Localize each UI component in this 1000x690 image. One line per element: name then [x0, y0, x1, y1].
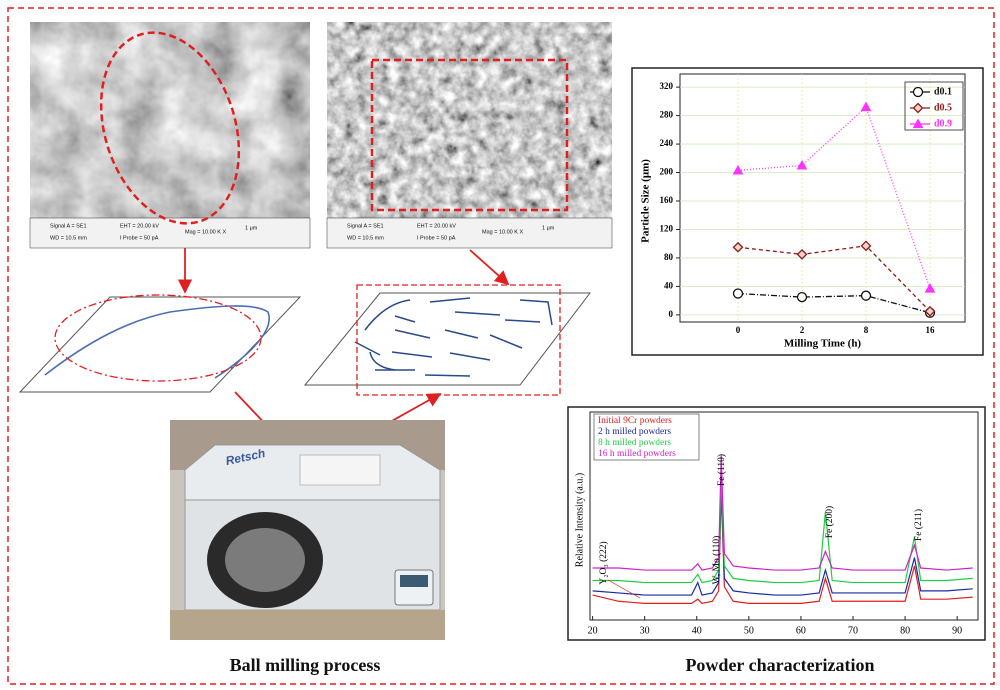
- legend-label: Initial 9Cr powders: [598, 416, 672, 426]
- x-tick-label: 80: [900, 625, 910, 636]
- legend-label: 2 h milled powders: [598, 427, 671, 437]
- figure: Retsch Ball milling process Powder chara…: [0, 0, 1000, 690]
- data-point: [862, 291, 871, 300]
- peak-label: W, Mo (110): [711, 536, 722, 585]
- x-tick-label: 8: [864, 325, 869, 335]
- sem-info: Signal A = SE1: [50, 223, 87, 229]
- y-tick-label: 80: [664, 252, 674, 262]
- x-tick-label: 0: [736, 325, 741, 335]
- x-tick-label: 90: [952, 625, 962, 636]
- x-tick-label: 20: [588, 625, 598, 636]
- x-tick-label: 40: [692, 625, 702, 636]
- x-tick-label: 30: [640, 625, 650, 636]
- ball-mill-photo: Retsch: [170, 420, 445, 640]
- caption: Ball milling process: [230, 655, 381, 675]
- sem-info: I Probe = 50 pA: [120, 235, 159, 241]
- sem-image: [327, 22, 612, 248]
- x-tick-label: 2: [800, 325, 805, 335]
- peak-label: Y₂O₃ (222): [598, 541, 609, 584]
- peak-label: Fe (211): [913, 509, 924, 541]
- legend-marker: [914, 88, 923, 97]
- y-axis-label: Relative Intensity (a.u.): [574, 473, 585, 567]
- data-point: [798, 293, 807, 302]
- sem-info: 1 μm: [245, 225, 258, 231]
- x-tick-label: 50: [744, 625, 754, 636]
- sem-info: EHT = 20.00 kV: [120, 223, 159, 229]
- sem-info: EHT = 20.00 kV: [417, 223, 456, 229]
- peak-label: Fe (110): [716, 454, 727, 486]
- x-axis-label: Milling Time (h): [784, 338, 862, 350]
- y-tick-label: 280: [660, 110, 674, 120]
- y-axis-label: Particle Size (μm): [640, 159, 652, 243]
- x-tick-label: 16: [926, 325, 936, 335]
- y-tick-label: 40: [664, 280, 674, 290]
- plane: [305, 293, 590, 385]
- x-tick-label: 60: [796, 625, 806, 636]
- sem-info: WD = 10.5 mm: [50, 235, 87, 241]
- plane: [20, 297, 300, 392]
- sem-texture: [30, 22, 310, 218]
- legend-label: d0.5: [934, 102, 952, 113]
- plot-area: [680, 74, 965, 322]
- caption: Powder characterization: [685, 655, 874, 675]
- y-tick-label: 160: [660, 195, 674, 205]
- legend-label: d0.9: [934, 118, 952, 129]
- legend-label: 16 h milled powders: [598, 449, 676, 459]
- y-tick-label: 200: [660, 167, 674, 177]
- y-tick-label: 0: [669, 309, 674, 319]
- sem-image: [30, 15, 310, 248]
- sem-info: Mag = 10.00 K X: [482, 229, 523, 235]
- sem-info: 1 μm: [542, 225, 555, 231]
- legend-label: d0.1: [934, 86, 952, 97]
- legend-label: 8 h milled powders: [598, 438, 671, 448]
- sem-texture: [327, 22, 612, 218]
- y-tick-label: 320: [660, 81, 674, 91]
- sem-info: Signal A = SE1: [347, 223, 384, 229]
- y-tick-label: 120: [660, 224, 674, 234]
- y-tick-label: 240: [660, 138, 674, 148]
- peak-label: Fe (200): [824, 506, 835, 538]
- sem-info: WD = 10.5 mm: [347, 235, 384, 241]
- data-point: [734, 289, 743, 298]
- x-tick-label: 70: [848, 625, 858, 636]
- sem-info: I Probe = 50 pA: [417, 235, 456, 241]
- sem-info: Mag = 10.00 K X: [185, 229, 226, 235]
